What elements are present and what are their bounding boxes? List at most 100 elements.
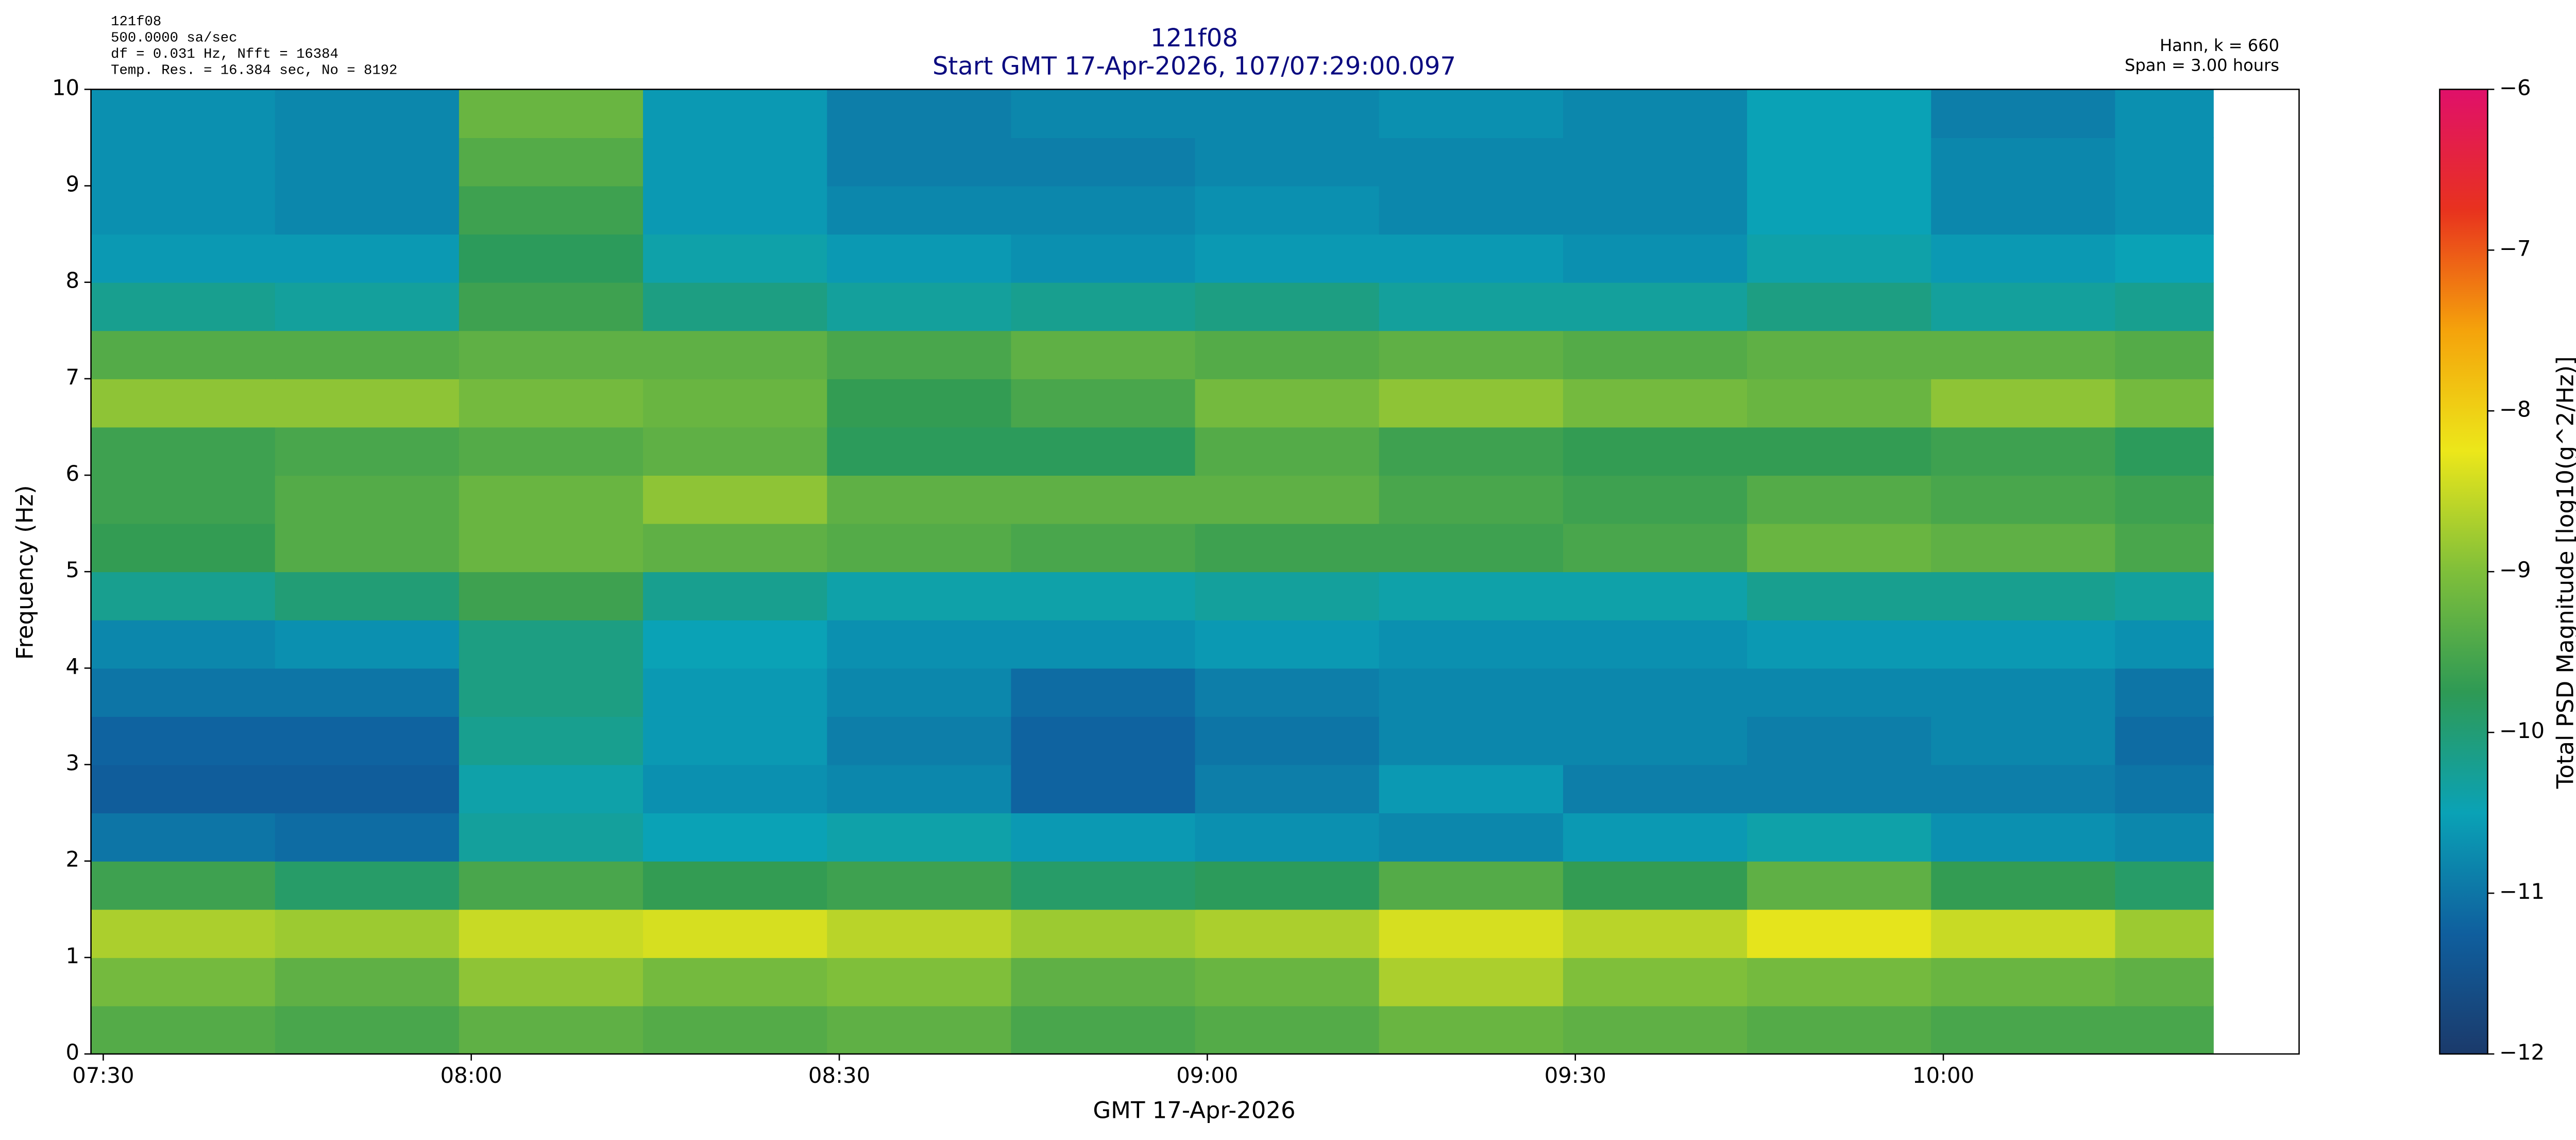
y-tick-label: 7 [66, 364, 80, 390]
info-left: Temp. Res. = 16.384 sec, No = 8192 [111, 62, 397, 78]
heatmap-cell [1379, 572, 1564, 621]
heatmap-cell [1931, 861, 2116, 910]
heatmap-cell [1747, 716, 1932, 765]
heatmap-cell [1379, 378, 1564, 428]
heatmap-cell [1011, 861, 1196, 910]
heatmap-cell [459, 1005, 644, 1055]
heatmap-cell [91, 378, 276, 428]
heatmap-cell [275, 716, 460, 765]
heatmap-cell [1011, 909, 1196, 958]
heatmap-cell [1379, 89, 1564, 138]
heatmap-cell [2115, 1005, 2214, 1055]
y-axis-label: Frequency (Hz) [11, 485, 38, 660]
heatmap-cell [1563, 378, 1748, 428]
info-right: Hann, k = 660 [2160, 36, 2279, 55]
heatmap-cell [827, 572, 1012, 621]
y-tick-label: 9 [66, 172, 80, 197]
heatmap-cell [1931, 523, 2116, 573]
heatmap-cell [2115, 861, 2214, 910]
heatmap-cell [643, 378, 828, 428]
heatmap-cell [459, 523, 644, 573]
heatmap-cell [459, 909, 644, 958]
heatmap-cell [275, 282, 460, 331]
heatmap-cell [1747, 475, 1932, 524]
heatmap-cell [827, 475, 1012, 524]
colorbar-tick-label: −12 [2499, 1040, 2545, 1065]
heatmap-cell [643, 861, 828, 910]
colorbar-tick-label: −11 [2499, 879, 2545, 904]
heatmap-cell [643, 668, 828, 717]
heatmap-cell [1931, 716, 2116, 765]
heatmap-cell [2115, 137, 2214, 187]
heatmap-cell [643, 330, 828, 379]
heatmap-cell [1563, 137, 1748, 187]
heatmap-cell [1011, 89, 1196, 138]
x-tick-label: 07:30 [72, 1063, 134, 1088]
heatmap-cell [2115, 378, 2214, 428]
heatmap-cell [1563, 89, 1748, 138]
heatmap-cell [91, 137, 276, 187]
heatmap-cell [643, 909, 828, 958]
heatmap-cell [1747, 523, 1932, 573]
heatmap-cell [1379, 619, 1564, 669]
heatmap-cell [1563, 764, 1748, 814]
heatmap-cell [1747, 1005, 1932, 1055]
heatmap-cell [1931, 764, 2116, 814]
y-tick-label: 5 [66, 557, 80, 582]
heatmap-cell [1011, 137, 1196, 187]
heatmap-cell [1011, 282, 1196, 331]
heatmap-cell [275, 378, 460, 428]
heatmap-cell [1011, 716, 1196, 765]
heatmap-cell [275, 234, 460, 283]
heatmap-cell [1011, 427, 1196, 476]
heatmap-cell [1563, 1005, 1748, 1055]
heatmap-cell [1379, 764, 1564, 814]
heatmap-cell [91, 668, 276, 717]
heatmap-cell [1747, 957, 1932, 1007]
heatmap-cell [91, 861, 276, 910]
heatmap-cell [1747, 861, 1932, 910]
heatmap-cell [1011, 523, 1196, 573]
heatmap-cell [91, 427, 276, 476]
colorbar-tick-label: −8 [2499, 396, 2531, 422]
heatmap-cell [1011, 668, 1196, 717]
heatmap-cell [459, 137, 644, 187]
heatmap-cell [275, 89, 460, 138]
heatmap-cell [275, 861, 460, 910]
heatmap-cell [1379, 813, 1564, 862]
heatmap-cell [2115, 572, 2214, 621]
heatmap-cell [1931, 475, 2116, 524]
heatmap-cell [1931, 1005, 2116, 1055]
heatmap-cell [1747, 282, 1932, 331]
heatmap-cell [1195, 427, 1380, 476]
heatmap-cell [1011, 572, 1196, 621]
heatmap-cell [1195, 813, 1380, 862]
colorbar-tick-label: −10 [2499, 718, 2545, 743]
heatmap-cell [2115, 523, 2214, 573]
heatmap-cell [1563, 234, 1748, 283]
heatmap-cell [1379, 523, 1564, 573]
heatmap-cell [1195, 186, 1380, 235]
heatmap-cell [1195, 619, 1380, 669]
heatmap-cell [1379, 668, 1564, 717]
heatmap-cell [2115, 186, 2214, 235]
heatmap-cell [1195, 89, 1380, 138]
heatmap-cell [643, 619, 828, 669]
heatmap-cell [2115, 89, 2214, 138]
heatmap-cell [827, 716, 1012, 765]
heatmap-cell [459, 186, 644, 235]
heatmap-cell [643, 813, 828, 862]
heatmap-cell [275, 137, 460, 187]
heatmap-cell [1747, 89, 1932, 138]
heatmap-cell [459, 378, 644, 428]
heatmap-cell [827, 957, 1012, 1007]
heatmap-cell [459, 861, 644, 910]
heatmap-cell [1195, 861, 1380, 910]
heatmap-cell [2115, 716, 2214, 765]
heatmap-cell [827, 1005, 1012, 1055]
y-tick-label: 3 [66, 750, 80, 776]
heatmap-cell [1195, 330, 1380, 379]
heatmap-cell [1011, 378, 1196, 428]
heatmap-cell [1011, 813, 1196, 862]
